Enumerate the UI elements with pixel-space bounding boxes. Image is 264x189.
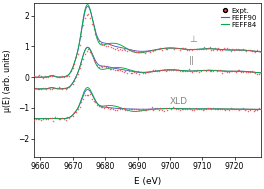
Y-axis label: μ(E) (arb. units): μ(E) (arb. units) bbox=[3, 49, 12, 112]
X-axis label: E (eV): E (eV) bbox=[134, 177, 161, 186]
Text: XLD: XLD bbox=[170, 97, 188, 106]
Text: ⊥: ⊥ bbox=[189, 36, 197, 44]
Text: ||: || bbox=[189, 56, 195, 65]
Legend: Expt., FEFF90, FEFF84: Expt., FEFF90, FEFF84 bbox=[220, 7, 257, 28]
